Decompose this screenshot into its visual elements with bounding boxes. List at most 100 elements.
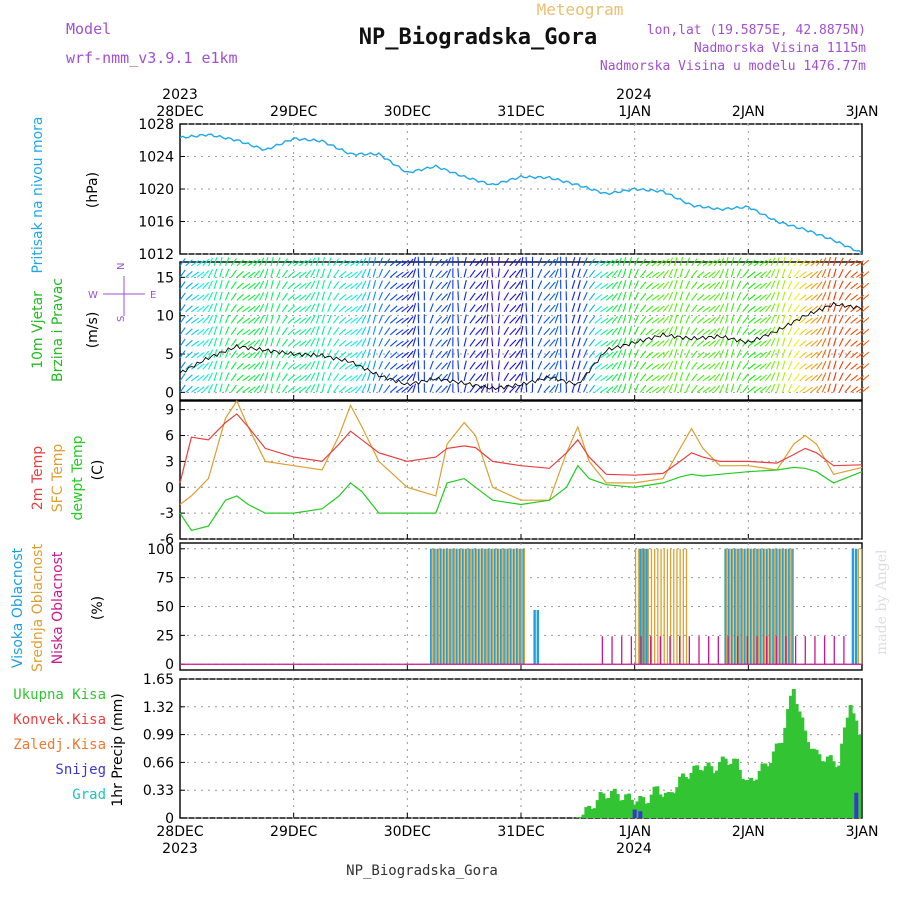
wind-vector: [799, 305, 807, 313]
wind-vector: [429, 314, 434, 324]
wind-vector: [645, 317, 654, 324]
wind-vector: [594, 374, 603, 382]
model-label: Model: [66, 20, 111, 38]
wind-vector: [310, 384, 316, 393]
wind-vector: [389, 351, 398, 359]
wind-vector: [742, 315, 749, 324]
wind-vector: [725, 360, 729, 370]
precip-bar: [760, 763, 765, 818]
wind-vector: [321, 326, 326, 335]
wind-vector: [480, 361, 487, 370]
wind-vector: [469, 361, 476, 370]
wind-vector: [299, 259, 307, 267]
wind-vector: [287, 351, 296, 359]
wind-vector: [270, 337, 274, 347]
wind-vector: [230, 269, 237, 278]
wind-vector: [406, 350, 414, 359]
wind-vector: [202, 373, 210, 382]
wind-vector: [196, 317, 205, 324]
wind-vector: [384, 373, 391, 382]
wind-vector: [799, 294, 807, 301]
precip-bar: [757, 771, 762, 818]
precip-bar: [635, 801, 640, 818]
wind-vector: [361, 303, 367, 313]
wind-vector: [634, 268, 639, 278]
wind-vector: [628, 257, 633, 266]
temp-unit: (C): [90, 460, 106, 481]
wind-vector: [333, 258, 340, 267]
wind-vector: [281, 281, 288, 290]
wind-vector: [310, 292, 316, 301]
wind-vector: [406, 373, 414, 382]
wind-vector: [469, 281, 476, 290]
wind-vector: [259, 303, 265, 313]
wind-vector: [367, 349, 371, 358]
wind-vector: [657, 294, 665, 301]
wind-vector: [350, 317, 358, 324]
wind-vector: [759, 294, 767, 301]
wind-vector: [719, 303, 725, 313]
wind-vector: [622, 303, 627, 312]
wind-vector: [844, 316, 852, 324]
wind-vector: [401, 351, 410, 359]
wind-vector: [327, 291, 332, 301]
wind-vector: [713, 281, 721, 290]
wind-vector: [503, 338, 510, 347]
wind-vector: [594, 340, 603, 347]
wind-vector: [764, 327, 772, 336]
wind-vector: [344, 271, 353, 278]
wind-vector: [242, 317, 251, 324]
wind-vector: [361, 361, 367, 370]
wind-vector: [600, 386, 609, 393]
wind-vector: [475, 351, 483, 359]
wind-vector: [378, 326, 384, 336]
wind-vector: [844, 270, 852, 278]
wind-vector: [179, 338, 186, 347]
wind-vector: [764, 304, 772, 313]
wind-vector: [270, 268, 274, 278]
wind-vector: [435, 270, 443, 278]
wind-vector: [833, 291, 837, 301]
wind-vector: [525, 348, 528, 358]
wind-vector: [191, 306, 200, 313]
wind-vector: [617, 372, 622, 382]
wind-vector: [622, 337, 627, 347]
wind-vector: [503, 303, 510, 313]
wind-vector: [799, 271, 807, 278]
wind-vector: [548, 373, 556, 382]
wind-vector: [395, 363, 404, 370]
pressure-line: [179, 133, 863, 255]
wind-vector: [719, 349, 725, 359]
wind-vector: [475, 374, 483, 382]
wind-vector: [185, 362, 193, 370]
wind-vector: [441, 270, 448, 278]
wind-vector: [327, 337, 332, 347]
wind-vector: [702, 375, 711, 382]
wind-vector: [310, 303, 316, 313]
wind-vector: [395, 352, 404, 359]
wind-vector: [191, 386, 200, 393]
wind-vector: [293, 317, 302, 324]
wind-vector: [537, 372, 543, 382]
wind-vector: [821, 326, 827, 336]
wind-vector: [441, 293, 448, 301]
wind-vector: [764, 350, 772, 359]
wind-vector: [662, 292, 670, 301]
precip-bar: [669, 792, 674, 818]
precip-bar: [740, 778, 745, 818]
wind-vector: [577, 291, 581, 301]
wind-vector: [270, 303, 274, 312]
wind-vector: [657, 386, 665, 393]
wind-vector: [299, 374, 307, 382]
wind-vector: [827, 268, 831, 278]
wind-vector: [389, 270, 398, 278]
wind-vector: [799, 317, 807, 324]
wind-vector: [708, 294, 716, 301]
wind-vector: [850, 271, 858, 278]
wind-vector: [861, 351, 870, 359]
wind-vector: [417, 325, 420, 335]
wind-vector: [361, 384, 367, 393]
wind-speed-line: [179, 301, 863, 391]
wind-vector: [344, 386, 353, 393]
wind-vector: [736, 280, 742, 290]
